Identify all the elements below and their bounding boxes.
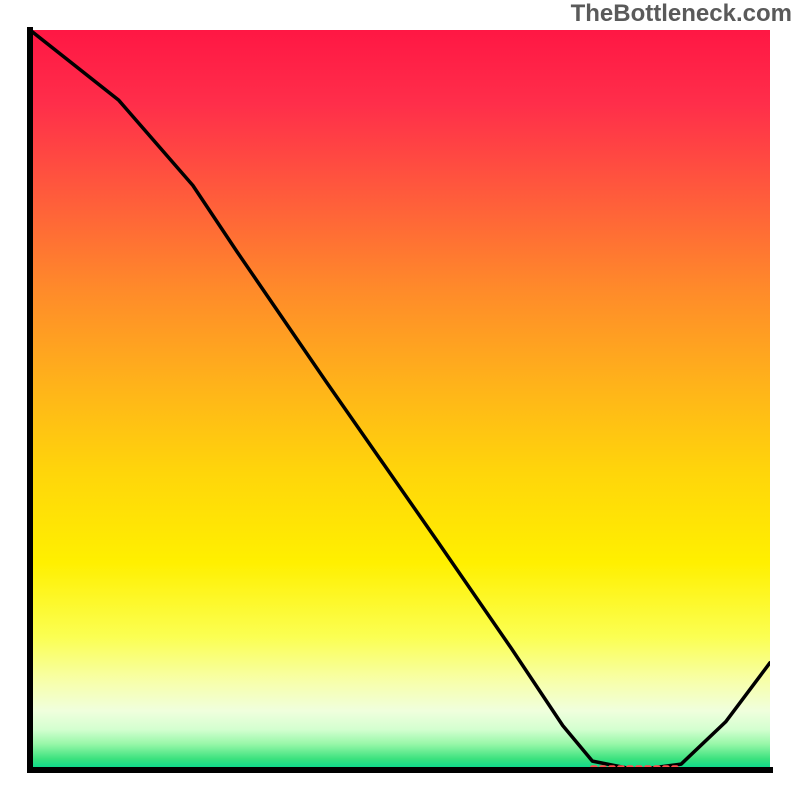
bottleneck-chart [0, 0, 800, 800]
chart-container: TheBottleneck.com [0, 0, 800, 800]
gradient-background [30, 30, 770, 770]
